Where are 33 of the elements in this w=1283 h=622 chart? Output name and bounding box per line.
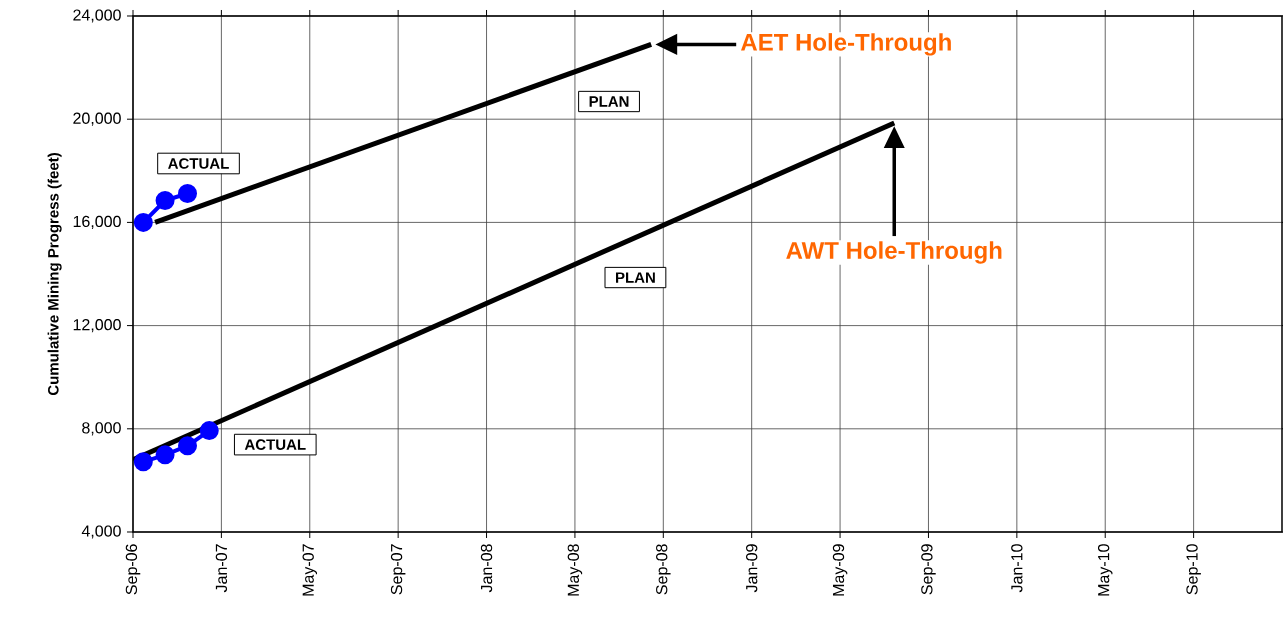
series-label: ACTUAL xyxy=(168,158,229,169)
x-tick-label: Sep-08 xyxy=(656,544,671,595)
y-tick-label: 4,000 xyxy=(81,525,121,539)
point xyxy=(178,184,197,203)
series-label: PLAN xyxy=(589,96,629,107)
x-tick-label: Sep-07 xyxy=(390,544,406,595)
point xyxy=(178,436,197,456)
x-tick-label: May-07 xyxy=(302,544,318,596)
y-tick-label: 12,000 xyxy=(73,318,121,333)
x-tick-label: May-09 xyxy=(832,544,848,596)
point xyxy=(155,190,175,210)
series-label: ACTUAL xyxy=(244,439,306,450)
x-tick-label: Sep-09 xyxy=(921,544,936,595)
x-tick-label: Jan-09 xyxy=(746,544,758,593)
point xyxy=(133,452,153,472)
y-axis-title: Cumulative Mining Progress (feet) xyxy=(47,153,62,396)
x-tick-label: Sep-06 xyxy=(125,544,141,595)
y-tick-label: 24,000 xyxy=(73,9,121,23)
annotation: AWT Hole-Through xyxy=(786,241,1002,264)
x-tick-label: May-08 xyxy=(567,544,583,596)
series-label: PLAN xyxy=(616,272,655,283)
y-tick-label: 16,000 xyxy=(73,215,121,230)
x-tick-label: Jan-08 xyxy=(480,544,493,593)
point xyxy=(133,212,153,232)
x-tick-label: Jan-07 xyxy=(215,544,228,593)
x-tick-label: Sep-10 xyxy=(1186,544,1201,595)
x-tick-label: May-10 xyxy=(1097,544,1113,596)
y-tick-label: 20,000 xyxy=(73,112,121,126)
x-tick-label: Jan-10 xyxy=(1011,544,1023,593)
point xyxy=(155,445,175,465)
y-tick-label: 8,000 xyxy=(82,422,121,436)
point xyxy=(199,421,219,441)
annotation: AET Hole-Through xyxy=(740,33,951,56)
